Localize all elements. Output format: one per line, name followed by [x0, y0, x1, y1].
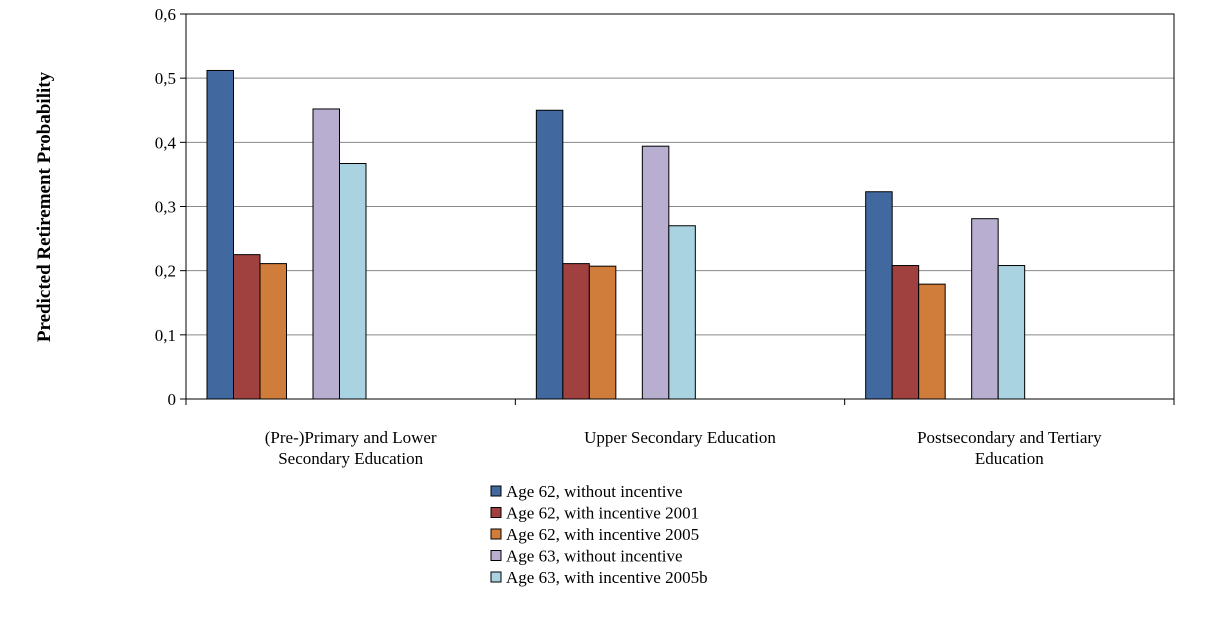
legend-swatch — [490, 485, 502, 497]
bar — [339, 163, 367, 400]
category-label: Upper Secondary Education — [584, 428, 776, 447]
y-tick-label: 0,3 — [155, 198, 176, 217]
bars — [206, 69, 1026, 400]
bar — [312, 108, 340, 400]
bar — [641, 145, 670, 400]
y-tick-label: 0,5 — [155, 69, 176, 88]
bar — [233, 254, 261, 400]
legend-label: Age 62, with incentive 2001 — [506, 504, 699, 523]
axes: 0 0,1 0,2 0,3 0,4 0,5 0,6 (Pre-)Primary and Low… — [155, 5, 1175, 468]
category-label-line: (Pre-)Primary and Lower — [265, 428, 437, 447]
legend-swatch — [490, 571, 502, 583]
category-label-line: Upper Secondary Education — [584, 428, 776, 447]
y-tick-label: 0,1 — [155, 326, 176, 345]
legend-label: Age 62, without incentive — [506, 482, 683, 501]
bar — [206, 69, 234, 400]
legend-swatch — [490, 507, 502, 518]
y-tick-label: 0 — [168, 390, 177, 409]
bar — [997, 265, 1026, 400]
legend-swatch — [490, 550, 502, 561]
plot-frame — [185, 13, 1175, 400]
bar — [891, 265, 920, 400]
y-axis-title: Predicted Retirement Probability — [34, 71, 55, 342]
legend: Age 62, without incentive Age 62, with in… — [490, 482, 708, 587]
bar — [562, 263, 590, 400]
category-label-line: Postsecondary and Tertiary — [917, 428, 1102, 447]
y-tick-label: 0,4 — [155, 133, 177, 152]
category-label: Postsecondary and Tertiary Education — [917, 428, 1102, 468]
y-tick-label: 0,6 — [155, 5, 176, 24]
category-label-line: Education — [975, 449, 1044, 468]
legend-label: Age 62, with incentive 2005 — [506, 525, 699, 544]
legend-swatch — [490, 528, 502, 540]
bar — [865, 191, 893, 400]
bar — [588, 265, 617, 400]
category-label: (Pre-)Primary and Lower Secondary Educati… — [265, 428, 437, 468]
legend-label: Age 63, without incentive — [506, 547, 683, 566]
y-tick-label: 0,2 — [155, 262, 176, 281]
bar — [971, 218, 999, 400]
bar — [668, 225, 696, 400]
bar — [259, 263, 287, 400]
legend-label: Age 63, with incentive 2005b — [506, 568, 708, 587]
bar — [535, 109, 564, 400]
bar — [918, 283, 946, 400]
category-label-line: Secondary Education — [278, 449, 423, 468]
